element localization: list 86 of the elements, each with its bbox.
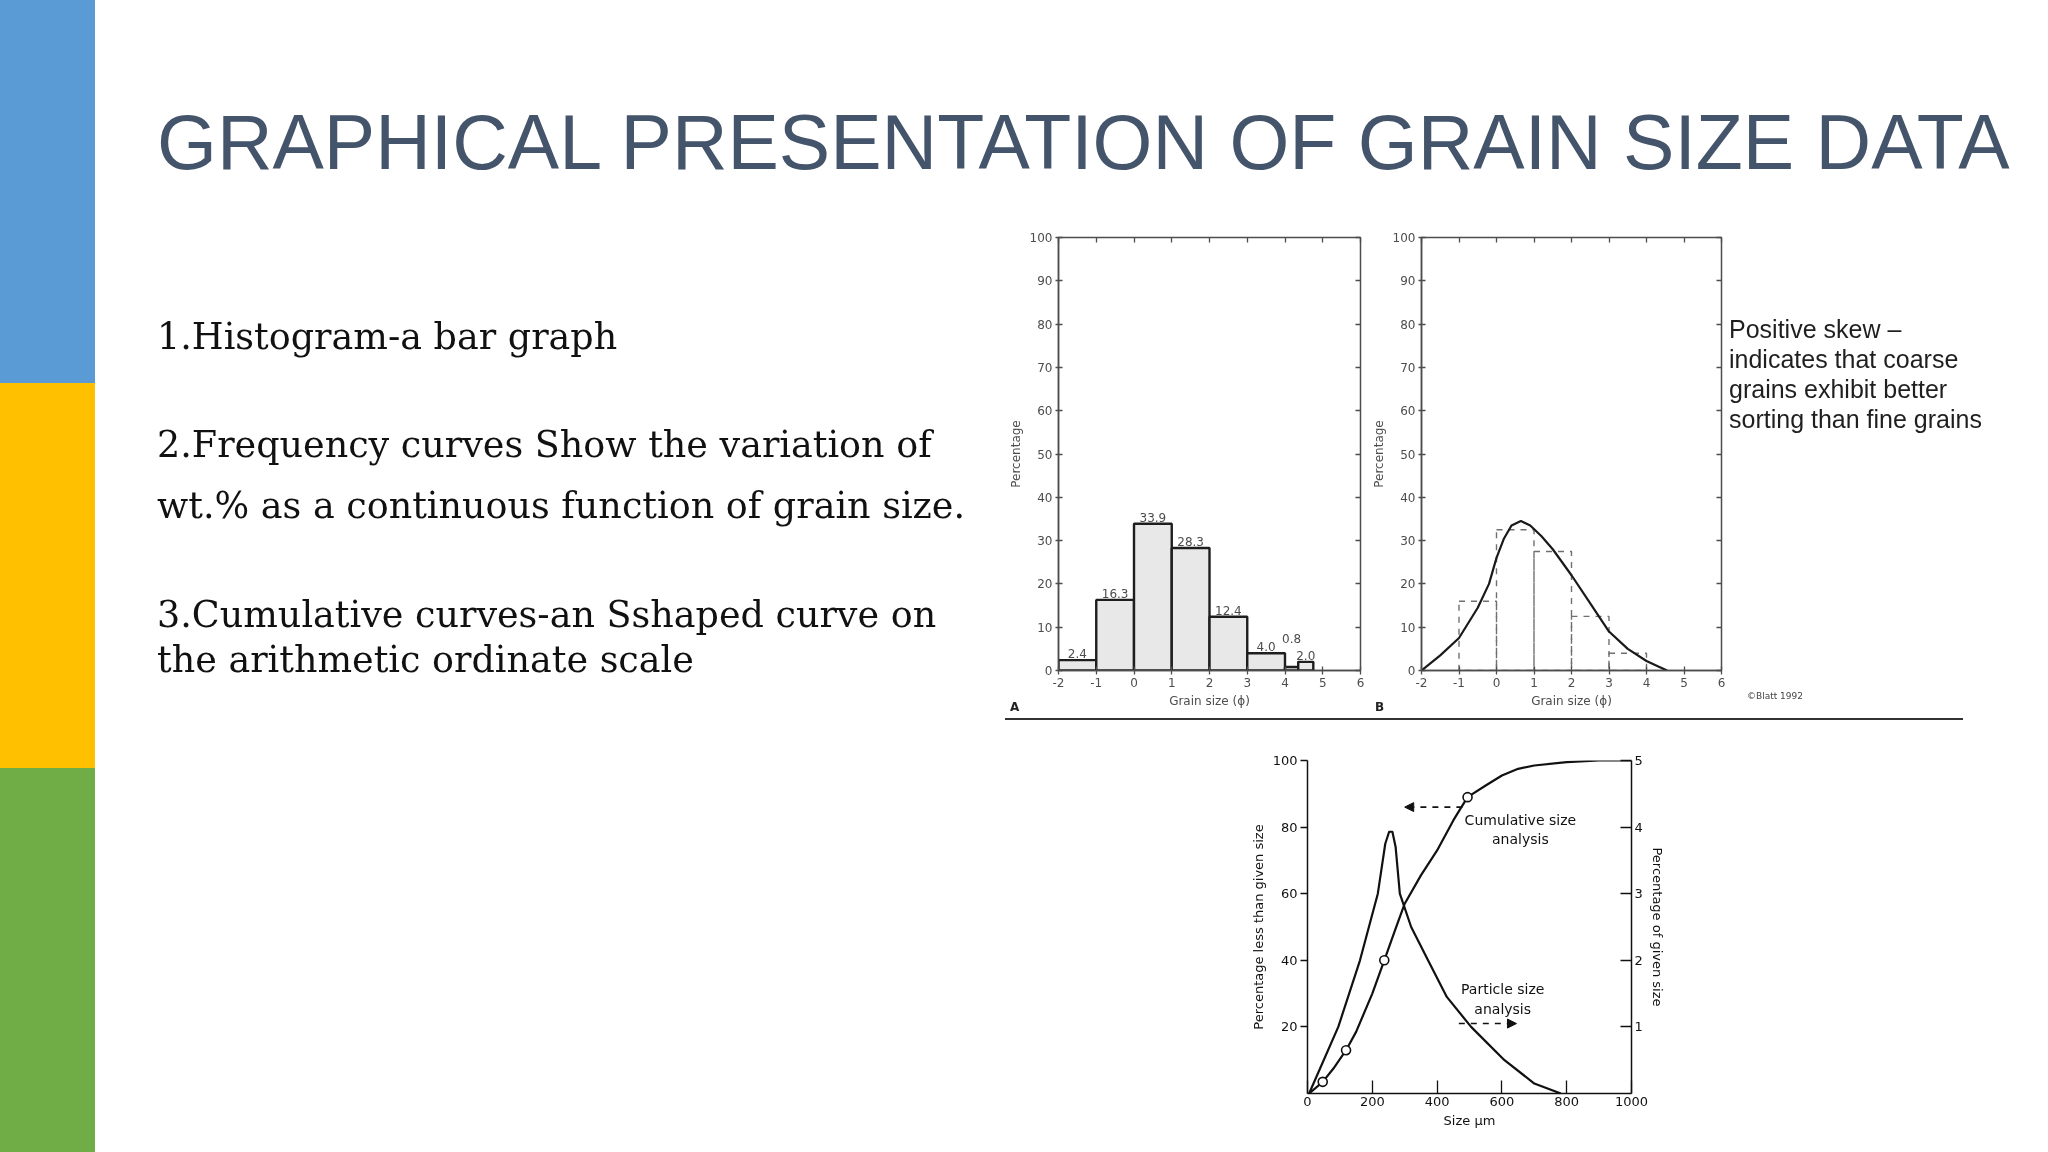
text: Positive skew – indicates that coarse grains exhibit better sorting than fine grains (1729, 314, 1982, 434)
y-tick-label: 80 (1400, 317, 1416, 332)
y-tick-label: 70 (1400, 360, 1416, 375)
line-series (1421, 520, 1669, 671)
x-tick-label: -1 (1453, 675, 1465, 690)
y-tick-label: 80 (1037, 317, 1053, 332)
data-label: 2.0 (1296, 648, 1316, 663)
x-tick-label: 3 (1243, 675, 1252, 690)
y-tick-label: 30 (1037, 534, 1053, 549)
y-tick-label: 0 (1407, 664, 1416, 678)
y-tick-label: 0 (1044, 664, 1053, 678)
x-tick-label: 0 (1492, 675, 1501, 690)
y-axis-title: Percentage less than given size (1250, 824, 1266, 1030)
y2-tick-label: 5 (1634, 753, 1643, 768)
y-tick-label: 40 (1037, 490, 1053, 505)
point (1340, 1044, 1352, 1056)
x-axis-title: Size μm (1443, 1112, 1496, 1128)
data-label: 28.3 (1177, 534, 1204, 549)
y-tick-label: 30 (1400, 534, 1416, 549)
data-label: 12.4 (1215, 603, 1242, 618)
text: 3.Cumulative curves-an Sshaped curve on the arithmetic ordinate scale (157, 592, 938, 682)
y-tick-label: 60 (1400, 404, 1416, 419)
y-tick-label: 60 (1037, 404, 1053, 419)
x-tick-label: 2 (1567, 675, 1576, 690)
text: 1.Histogram-a bar graph (157, 314, 619, 360)
y-tick-label: 50 (1400, 447, 1416, 462)
x-tick-label: 0 (1130, 675, 1138, 690)
y2-tick-label: 2 (1634, 952, 1643, 968)
y-tick-label: 80 (1280, 819, 1298, 835)
annotation: Cumulative size analysis (1464, 812, 1577, 848)
y-tick-label: 50 (1037, 447, 1053, 462)
y2-tick-label: 3 (1634, 886, 1643, 902)
x-tick-label: 6 (1717, 675, 1726, 690)
y-tick-label: 60 (1280, 886, 1298, 902)
y-tick-label: 100 (1272, 753, 1298, 768)
x-tick-label: 1 (1167, 675, 1176, 690)
x-tick-label: 0 (1303, 1093, 1312, 1109)
annotation: Particle size analysis (1461, 981, 1545, 1017)
y-axis-title: Percentage (1371, 420, 1386, 488)
data-label: 0.8 (1282, 632, 1302, 647)
y-tick-label: 100 (1392, 231, 1416, 245)
x-tick-label: 5 (1680, 675, 1688, 690)
y-tick-label: 90 (1400, 274, 1416, 289)
point (1317, 1076, 1329, 1088)
point (1378, 955, 1390, 966)
data-label: 16.3 (1101, 586, 1129, 601)
data-label: 2.4 (1067, 647, 1087, 662)
x-tick-label: 2 (1205, 675, 1214, 690)
y-tick-label: 10 (1400, 620, 1416, 635)
x-tick-label: 400 (1424, 1093, 1450, 1109)
x-tick-label: 6 (1356, 675, 1365, 690)
data-label: 33.9 (1139, 510, 1167, 525)
y-tick-label: 20 (1037, 577, 1053, 592)
x-tick-label: 5 (1318, 675, 1327, 690)
y-tick-label: 70 (1037, 360, 1053, 375)
text: A (1010, 699, 1020, 716)
x-tick-label: -2 (1415, 675, 1428, 690)
x-axis-title: Grain size (ϕ) (1531, 693, 1612, 708)
point (1462, 791, 1473, 803)
data-label: 4.0 (1256, 640, 1276, 655)
x-tick-label: 600 (1489, 1093, 1515, 1109)
y-tick-label: 10 (1037, 620, 1053, 635)
y-tick-label: 40 (1280, 952, 1298, 968)
y2-axis-title: Percentage of given size (1649, 847, 1665, 1007)
text: GRAPHICAL PRESENTATION OF GRAIN SIZE DATA (157, 99, 2010, 185)
y-tick-label: 20 (1280, 1019, 1298, 1035)
x-tick-label: 3 (1605, 675, 1613, 690)
x-tick-label: 4 (1642, 675, 1651, 690)
y-tick-label: 40 (1400, 490, 1416, 505)
y-tick-label: 100 (1029, 231, 1053, 245)
text: B (1375, 699, 1385, 716)
text: ©Blatt 1992 (1747, 690, 1804, 703)
y2-tick-label: 4 (1634, 819, 1643, 835)
x-tick-label: -2 (1052, 675, 1065, 690)
x-tick-label: -1 (1090, 675, 1103, 690)
y2-tick-label: 1 (1634, 1019, 1643, 1035)
x-tick-label: 1 (1530, 675, 1538, 690)
y-tick-label: 20 (1400, 577, 1416, 592)
x-tick-label: 4 (1281, 675, 1289, 690)
x-tick-label: 1000 (1614, 1093, 1649, 1109)
x-tick-label: 800 (1554, 1093, 1580, 1109)
y-tick-label: 90 (1037, 274, 1053, 289)
x-axis-title: Grain size (ϕ) (1169, 693, 1250, 708)
x-tick-label: 200 (1359, 1093, 1385, 1109)
text: 2.Frequency curves Show the variation of wt.% as a continuous function of grain size. (157, 422, 967, 529)
y-axis-title: Percentage (1008, 420, 1023, 488)
